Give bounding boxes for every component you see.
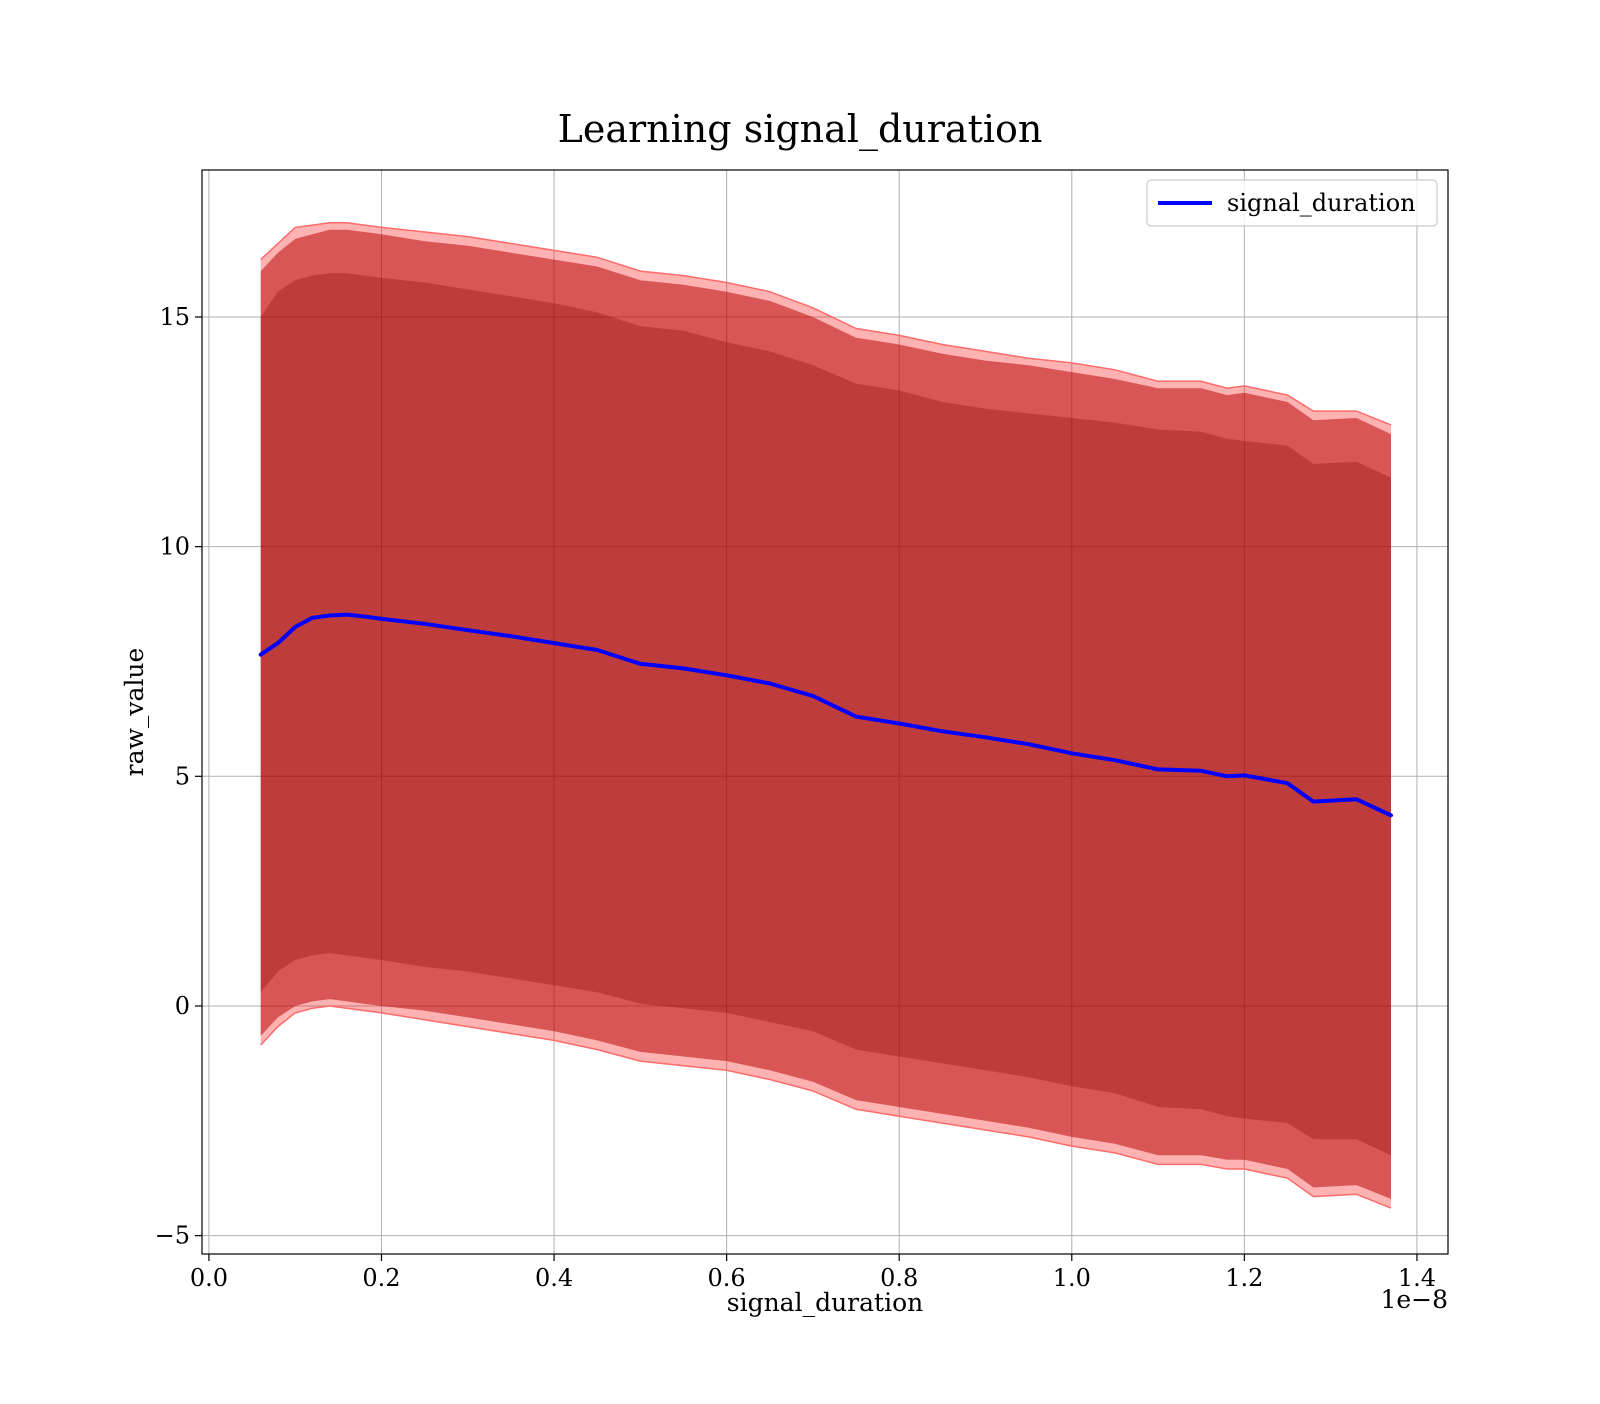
y-axis-ticks: −5 0 5 10 15: [155, 303, 202, 1250]
outer-band-upper-edge: [260, 222, 1392, 426]
outer-band-edge-area: [260, 222, 1392, 1209]
y-tick-label-2: 5: [175, 762, 190, 790]
x-tick-label-6: 1.2: [1225, 1264, 1263, 1292]
x-tick-label-2: 0.4: [535, 1264, 573, 1292]
x-axis-label: signal_duration: [727, 1288, 923, 1317]
x-tick-label-0: 0.0: [190, 1264, 228, 1292]
y-axis-label: raw_value: [120, 648, 149, 777]
outer-band-area: [260, 229, 1392, 1199]
legend-box: [1146, 179, 1438, 227]
x-axis-offset-label: 1e−8: [1380, 1285, 1448, 1314]
middle-band-area: [260, 229, 1392, 1199]
legend: signal_duration: [1146, 179, 1438, 227]
series-line-signal-duration: [258, 612, 1393, 818]
confidence-bands: [260, 222, 1392, 1209]
x-tick-label-1: 0.2: [362, 1264, 400, 1292]
y-tick-label-3: 10: [159, 533, 190, 561]
legend-label: signal_duration: [1227, 189, 1416, 217]
series-lines: [258, 612, 1393, 818]
y-tick-label-1: 0: [175, 992, 190, 1020]
x-tick-label-5: 1.0: [1053, 1264, 1091, 1292]
inner-band-area: [260, 273, 1392, 1156]
y-tick-label-4: 15: [159, 303, 190, 331]
x-axis-ticks: 0.0 0.2 0.4 0.6 0.8 1.0 1.2 1.4: [190, 1254, 1436, 1292]
chart-title: Learning signal_duration: [558, 107, 1043, 152]
x-tick-label-7: 1.4: [1398, 1264, 1436, 1292]
x-tick-label-4: 0.8: [880, 1264, 918, 1292]
grid-lines: [202, 170, 1448, 1254]
outer-band-lower-edge: [260, 1005, 1392, 1209]
y-tick-label-0: −5: [155, 1222, 190, 1250]
x-tick-label-3: 0.6: [708, 1264, 746, 1292]
axes-frame: [201, 169, 1449, 1255]
